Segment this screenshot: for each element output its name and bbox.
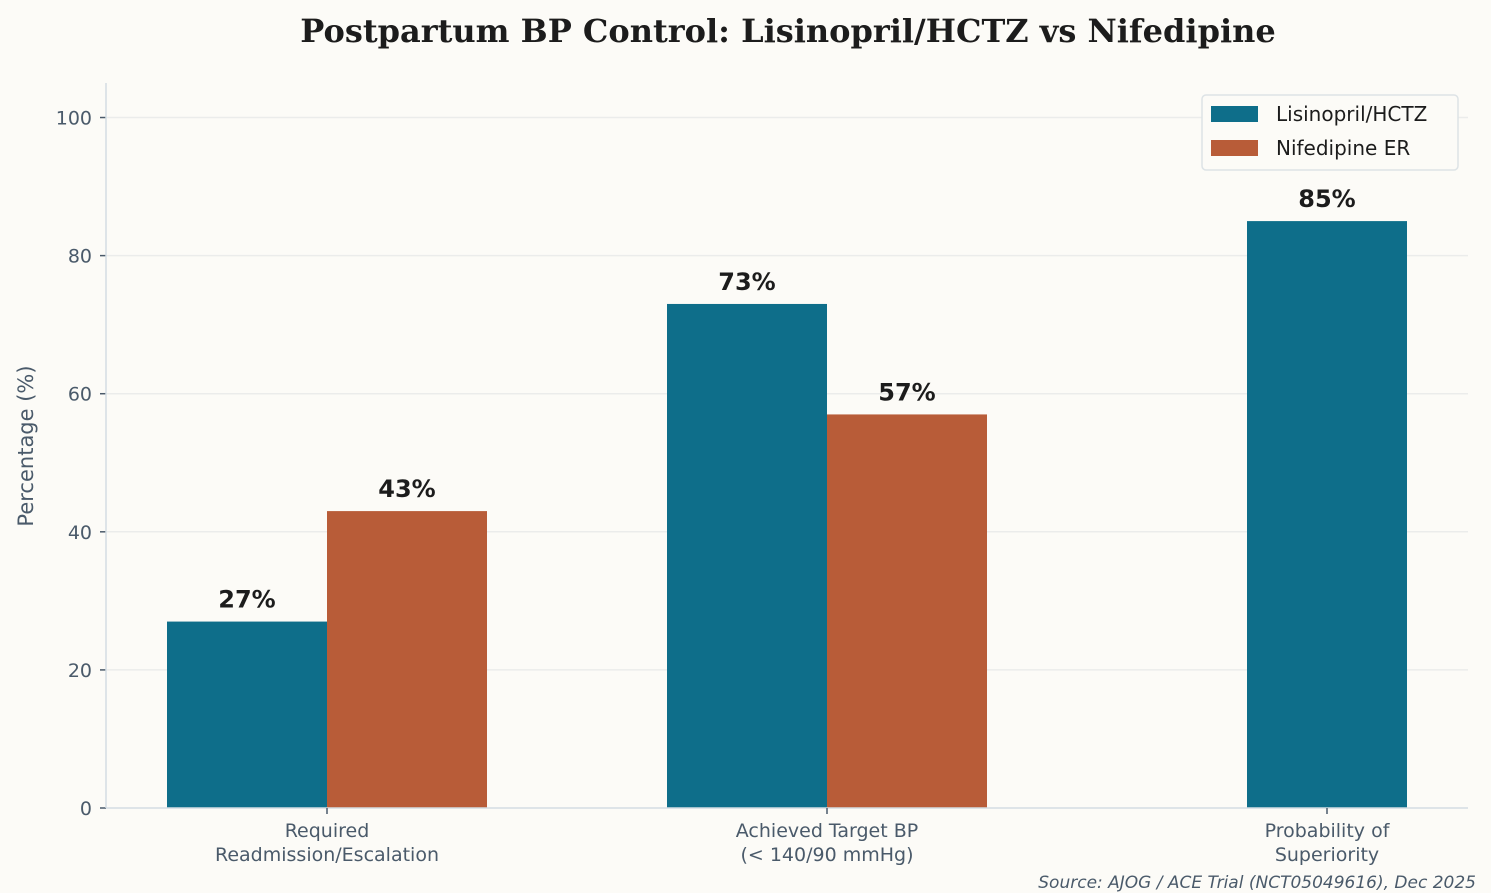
x-tick-label: Probability of [1265,820,1391,842]
y-tick-label: 0 [80,798,92,820]
data-label: 85% [1298,185,1355,213]
y-tick-label: 60 [68,384,92,406]
legend-swatch [1211,140,1258,156]
x-tick-label: Readmission/Escalation [215,844,439,866]
data-label: 73% [718,268,775,296]
data-label: 27% [218,586,275,614]
data-label: 43% [378,475,435,503]
x-tick-label: Superiority [1275,844,1379,866]
bar [667,303,827,808]
y-tick-label: 100 [56,108,92,130]
bars: 27% 43% 73% 57% 85% [167,185,1407,809]
bar [167,621,327,808]
y-tick-label: 20 [68,660,92,682]
axes: 0 20 40 60 80 100 RequiredReadmission/Escalati… [56,83,1468,866]
x-tick-label: Required [285,820,370,842]
legend: Lisinopril/HCTZ Nifedipine ER [1201,94,1459,171]
y-axis-label: Percentage (%) [14,365,38,526]
legend-box [1201,94,1459,171]
bar [827,414,987,808]
chart-title: Postpartum BP Control: Lisinopril/HCTZ v… [300,12,1275,50]
data-label: 57% [878,378,935,406]
legend-label: Nifedipine ER [1276,136,1410,160]
bar [1247,221,1407,809]
y-tick-label: 40 [68,522,92,544]
bar [327,511,487,808]
x-tick-label: (< 140/90 mmHg) [740,844,913,866]
y-tick-label: 80 [68,246,92,268]
legend-swatch [1211,106,1258,122]
source-note: Source: AJOG / ACE Trial (NCT05049616), … [1038,873,1476,893]
x-tick-label: Achieved Target BP [736,820,918,842]
legend-label: Lisinopril/HCTZ [1276,102,1427,126]
